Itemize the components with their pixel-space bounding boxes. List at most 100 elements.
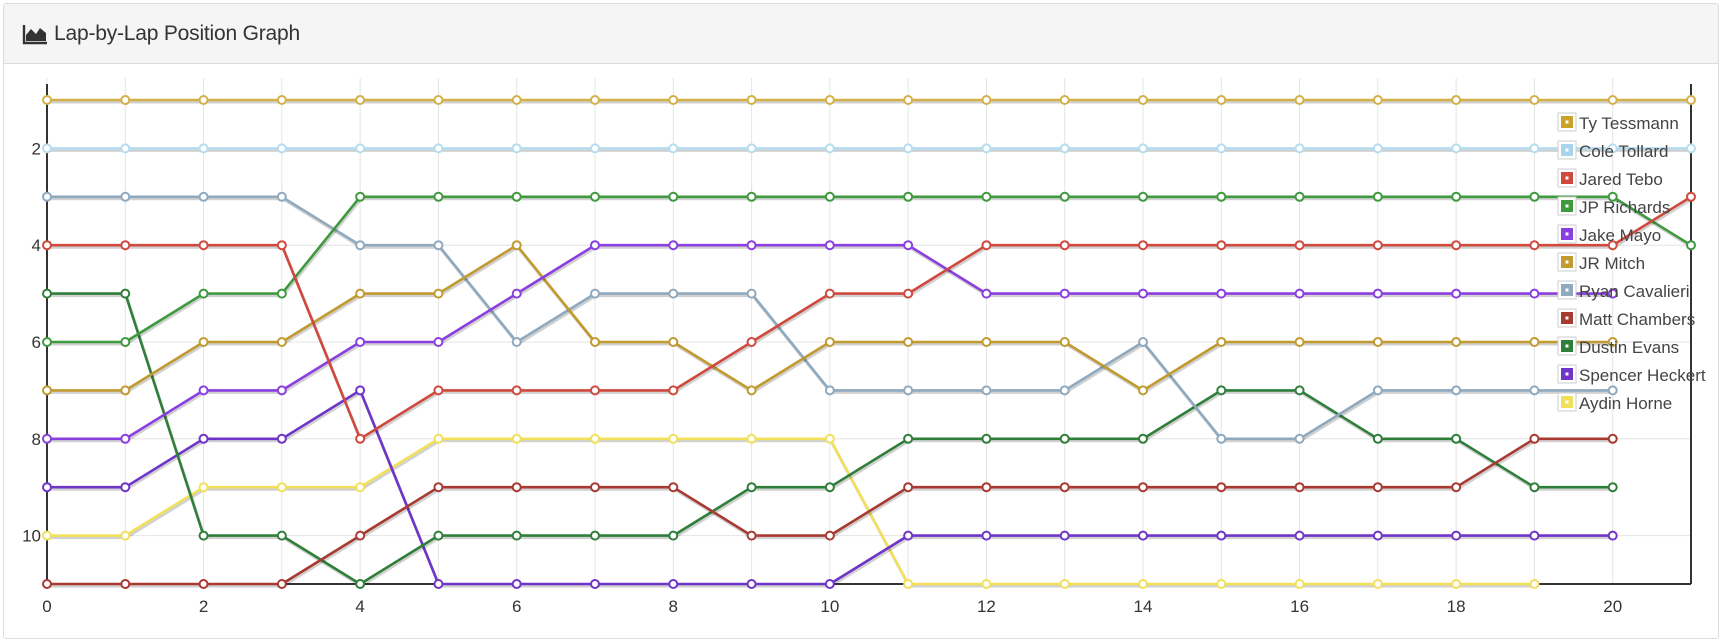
data-point	[355, 433, 366, 444]
data-point	[824, 191, 835, 202]
data-point	[511, 579, 522, 589]
legend-label: Jared Tebo	[1579, 170, 1663, 189]
data-point	[1686, 143, 1696, 154]
legend-swatch-dot	[1565, 260, 1569, 264]
data-point	[668, 95, 679, 105]
panel-title: Lap-by-Lap Position Graph	[54, 21, 300, 45]
y-tick-label: 4	[32, 236, 41, 255]
data-point	[1138, 433, 1148, 444]
series-spencer-heckert	[42, 385, 1618, 589]
data-point	[355, 482, 366, 493]
series-line	[47, 195, 1692, 344]
data-point	[198, 288, 209, 299]
legend-swatch-dot	[1565, 176, 1569, 180]
data-point	[1216, 385, 1227, 396]
y-tick-label: 8	[32, 430, 41, 449]
data-point	[668, 482, 679, 493]
data-point	[355, 191, 366, 202]
legend-swatch-dot	[1565, 344, 1569, 348]
series-shadow	[48, 439, 1536, 588]
x-tick-label: 0	[42, 597, 51, 616]
legend-swatch-dot	[1565, 400, 1569, 404]
data-point	[981, 530, 992, 541]
data-point	[355, 530, 366, 541]
data-point	[276, 579, 287, 589]
data-point	[511, 482, 522, 493]
data-point	[120, 191, 131, 202]
data-point	[433, 337, 444, 347]
data-point	[981, 433, 992, 444]
data-point	[903, 95, 914, 105]
data-point	[120, 579, 131, 589]
data-point	[120, 482, 131, 493]
data-point	[590, 337, 600, 347]
data-point	[981, 95, 992, 105]
data-point	[824, 337, 835, 347]
data-point	[42, 95, 52, 105]
data-point	[746, 95, 757, 105]
data-point	[590, 530, 600, 541]
data-point	[746, 337, 757, 347]
x-tick-label: 2	[199, 597, 208, 616]
x-tick-label: 10	[820, 597, 839, 616]
data-point	[1294, 143, 1305, 154]
data-point	[1294, 288, 1305, 299]
data-point	[1138, 95, 1148, 105]
data-point	[1138, 191, 1148, 202]
data-point	[668, 579, 679, 589]
data-point	[903, 579, 914, 589]
legend-swatch-dot	[1565, 204, 1569, 208]
data-point	[1372, 143, 1383, 154]
data-point	[511, 337, 522, 347]
data-point	[511, 143, 522, 154]
data-point	[42, 579, 52, 589]
legend-label: JP Richards	[1579, 198, 1670, 217]
data-point	[1216, 530, 1227, 541]
data-point	[981, 579, 992, 589]
y-tick-label: 10	[22, 527, 41, 546]
data-point	[981, 240, 992, 251]
data-point	[276, 240, 287, 251]
data-point	[1607, 530, 1618, 541]
data-point	[1294, 337, 1305, 347]
data-point	[1607, 143, 1618, 154]
data-point	[198, 385, 209, 396]
data-point	[1216, 143, 1227, 154]
data-point	[433, 579, 444, 589]
data-point	[1059, 579, 1070, 589]
data-point	[746, 143, 757, 154]
legend-label: Cole Tollard	[1579, 142, 1668, 161]
data-point	[355, 95, 366, 105]
series-jake-mayo	[42, 240, 1618, 444]
legend-swatch-dot	[1565, 372, 1569, 376]
data-point	[511, 530, 522, 541]
data-point	[1451, 433, 1462, 444]
data-point	[120, 95, 131, 105]
data-point	[42, 240, 52, 251]
series-dustin-evans	[42, 288, 1618, 589]
series-aydin-horne	[42, 433, 1540, 589]
data-point	[746, 530, 757, 541]
series-jp-richards	[42, 191, 1696, 347]
data-point	[511, 95, 522, 105]
data-point	[1372, 433, 1383, 444]
data-point	[433, 288, 444, 299]
data-point	[1294, 482, 1305, 493]
data-point	[590, 191, 600, 202]
data-point	[1529, 433, 1540, 444]
data-point	[590, 579, 600, 589]
series-line	[47, 437, 1535, 586]
data-point	[668, 288, 679, 299]
data-point	[1216, 482, 1227, 493]
x-tick-label: 18	[1447, 597, 1466, 616]
x-tick-label: 16	[1290, 597, 1309, 616]
legend-item: Cole Tollard	[1557, 140, 1668, 161]
series-shadow	[48, 245, 1614, 395]
legend-label: Ryan Cavalieri	[1579, 282, 1690, 301]
data-point	[120, 433, 131, 444]
legend-item: Jake Mayo	[1557, 224, 1661, 245]
grid-lines	[46, 78, 1691, 584]
data-point	[276, 337, 287, 347]
series-cole-tollard	[42, 143, 1696, 154]
x-tick-label: 6	[512, 597, 521, 616]
